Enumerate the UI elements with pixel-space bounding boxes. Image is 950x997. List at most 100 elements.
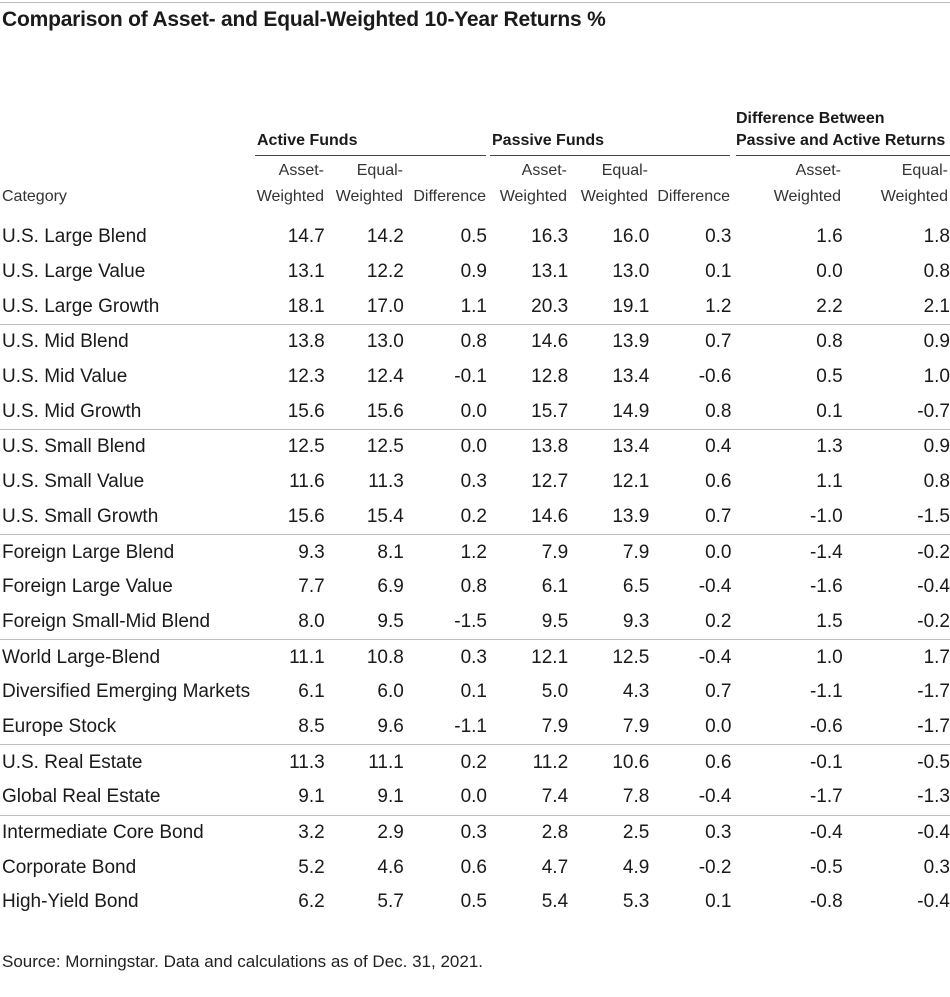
passive-equal-weighted-cell: 14.9 [612,400,650,422]
table-row: Corporate Bond 5.2 4.6 0.6 4.7 4.9 -0.2 -0.5 0.3 [0,850,950,885]
passive-asset-weighted-cell: 13.1 [531,261,569,283]
table-row: U.S. Large Blend 14.7 14.2 0.5 16.3 16.0 0.3 1.… [0,220,950,255]
passive-asset-weighted-cell: 2.8 [487,814,569,851]
passive-equal-weighted-label: Equal- Weighted [580,162,648,205]
passive-difference-cell: 0.0 [649,534,732,570]
active-asset-weighted-cell: 6.2 [298,891,325,913]
category-cell: Europe Stock [2,715,117,737]
category-cell: U.S. Mid Growth [2,400,142,422]
active-difference-cell: 0.3 [460,471,487,493]
table-row: Europe Stock 8.5 9.6 -1.1 7.9 7.9 0.0 -0.6 -1.7 [0,710,950,745]
category-cell: Foreign Large Value [2,576,173,598]
active-equal-weighted-cell: 9.5 [377,610,404,632]
diff-equal-weighted-cell: 0.9 [842,429,950,465]
active-asset-weighted-cell: 8.5 [298,715,325,737]
active-asset-weighted-cell: 11.3 [255,744,325,780]
diff-asset-weighted-cell: -1.7 [809,786,843,808]
category-cell: U.S. Large Growth [2,295,160,317]
active-equal-weighted-cell: 13.0 [324,324,404,360]
source-note: Source: Morningstar. Data and calculatio… [2,952,483,971]
active-difference-cell: 0.5 [460,891,487,913]
category-cell: U.S. Mid Blend [0,324,256,360]
diff-asset-weighted-cell: 0.0 [816,261,843,283]
active-funds-rule [255,155,486,156]
passive-equal-weighted-cell: 13.4 [568,429,650,465]
passive-asset-weighted-label: Asset- Weighted [499,162,567,205]
active-difference-cell: 0.1 [460,681,487,703]
diff-asset-weighted-cell: -1.0 [809,505,843,527]
table-title: Comparison of Asset- and Equal-Weighted … [2,8,606,31]
passive-asset-weighted-cell: 16.3 [531,226,569,248]
active-difference-cell: 1.1 [460,295,487,317]
active-asset-weighted-cell: 18.1 [287,295,325,317]
passive-difference-label: Difference [657,188,730,205]
active-equal-weighted-cell: 17.0 [366,295,404,317]
table-row: U.S. Mid Blend 13.8 13.0 0.8 14.6 13.9 0.7 0.8 0… [0,324,950,360]
passive-difference-cell: 0.6 [649,744,732,780]
category-cell: High-Yield Bond [2,891,139,913]
passive-equal-weighted-cell: 6.5 [622,576,650,598]
diff-equal-weighted-cell: 0.8 [923,471,950,493]
category-cell: World Large-Blend [0,639,256,675]
table-row: U.S. Mid Value 12.3 12.4 -0.1 12.8 13.4 -0.6 0.… [0,360,950,395]
passive-asset-weighted-cell: 12.1 [487,639,569,675]
diff-asset-weighted-label: Asset- Weighted [773,162,841,205]
passive-asset-weighted-cell: 15.7 [531,400,569,422]
active-equal-weighted-cell: 2.9 [324,814,404,851]
category-cell: U.S. Small Blend [0,429,256,465]
passive-asset-weighted-cell: 7.4 [541,786,569,808]
diff-equal-weighted-cell: 1.7 [842,639,950,675]
passive-difference-cell: -0.6 [698,366,732,388]
active-asset-weighted-cell: 13.8 [255,324,325,360]
diff-equal-weighted-cell: -1.7 [917,715,950,737]
category-cell: U.S. Real Estate [0,744,256,780]
passive-difference-cell: -0.4 [698,786,732,808]
passive-asset-weighted-cell: 7.9 [541,715,569,737]
diff-asset-weighted-cell: 0.1 [816,400,843,422]
passive-equal-weighted-cell: 16.0 [612,226,650,248]
active-equal-weighted-cell: 15.4 [366,505,404,527]
active-equal-weighted-cell: 9.6 [377,715,404,737]
active-asset-weighted-cell: 3.2 [255,814,325,851]
table-row: Global Real Estate 9.1 9.1 0.0 7.4 7.8 -0.4 -1.… [0,780,950,815]
diff-asset-weighted-cell: -1.4 [731,534,843,570]
active-difference-label: Difference [413,188,486,205]
diff-equal-weighted-cell: -0.4 [917,576,950,598]
category-cell: U.S. Large Value [2,261,146,283]
table-row: World Large-Blend 11.1 10.8 0.3 12.1 12.5 -0.4… [0,639,950,675]
active-difference-cell: 0.8 [460,576,487,598]
active-equal-weighted-cell: 4.6 [377,856,404,878]
passive-asset-weighted-cell: 12.8 [531,366,569,388]
active-asset-weighted-cell: 7.7 [298,576,325,598]
diff-asset-weighted-cell: 1.1 [816,471,843,493]
diff-equal-weighted-cell: -1.7 [917,681,950,703]
passive-difference-cell: 0.3 [649,814,732,851]
active-asset-weighted-cell: 12.5 [255,429,325,465]
diff-asset-weighted-cell: -0.6 [809,715,843,737]
passive-difference-cell: 0.6 [705,471,732,493]
active-asset-weighted-cell: 8.0 [298,610,325,632]
diff-asset-weighted-cell: -1.1 [809,681,843,703]
returns-table: U.S. Large Blend 14.7 14.2 0.5 16.3 16.0 0.3 1.… [0,220,950,920]
table-row: Foreign Small-Mid Blend 8.0 9.5 -1.5 9.5 9.3 0… [0,605,950,640]
passive-funds-header: Passive Funds [492,132,605,149]
table-row: U.S. Small Value 11.6 11.3 0.3 12.7 12.1 0.6 1.… [0,465,950,500]
active-asset-weighted-cell: 12.3 [287,366,325,388]
diff-equal-weighted-cell: 1.0 [923,366,950,388]
category-cell: U.S. Large Blend [2,226,147,248]
category-cell: Global Real Estate [2,786,161,808]
passive-equal-weighted-cell: 5.3 [622,891,650,913]
table-body: U.S. Large Blend 14.7 14.2 0.5 16.3 16.0 0.3 1.… [0,220,950,920]
passive-difference-cell: 0.1 [705,891,732,913]
active-difference-cell: 0.2 [460,505,487,527]
table-row: U.S. Large Growth 18.1 17.0 1.1 20.3 19.1 1.2 2… [0,289,950,324]
passive-difference-cell: 0.7 [705,505,732,527]
passive-equal-weighted-cell: 12.5 [568,639,650,675]
active-difference-cell: -1.5 [454,610,487,632]
passive-difference-cell: -0.4 [649,639,732,675]
active-equal-weighted-cell: 11.3 [368,471,404,493]
passive-asset-weighted-cell: 14.6 [487,324,569,360]
category-cell: Corporate Bond [2,856,137,878]
category-cell: U.S. Mid Value [2,366,128,388]
table-row: Foreign Large Blend 9.3 8.1 1.2 7.9 7.9 0.0 -1.… [0,534,950,570]
